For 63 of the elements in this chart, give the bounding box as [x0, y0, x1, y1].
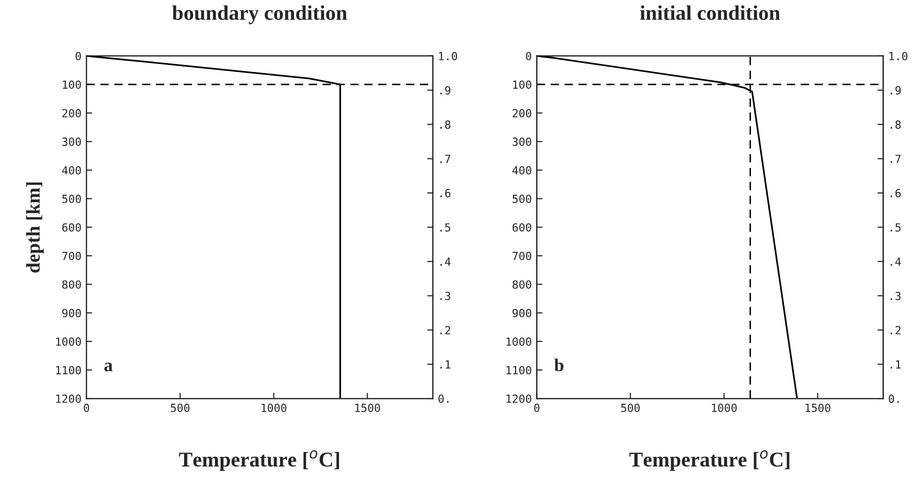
y2-tick-label: .4 — [890, 258, 901, 266]
y2-tick-label: .9 — [890, 86, 901, 95]
y-tick-label: 1000 — [56, 337, 81, 346]
chart-title: boundary condition — [172, 5, 348, 24]
y-tick-label: 800 — [512, 280, 532, 289]
y2-tick-label: .9 — [440, 86, 450, 95]
x-tick-label: 1500 — [355, 404, 380, 412]
y2-tick-label: .5 — [440, 223, 450, 232]
y2-tick-label: 0. — [888, 394, 899, 403]
x-axis-title: Temperature [$^{o}$C] — [629, 450, 790, 471]
y2-tick-label: 1.0 — [889, 52, 908, 60]
y-tick-label: 800 — [62, 280, 81, 289]
y-tick-label: 1000 — [506, 337, 532, 346]
y2-tick-label: .2 — [890, 326, 900, 334]
y2-tick-label: .8 — [890, 120, 901, 129]
y-tick-label: 600 — [512, 223, 532, 232]
x-tick-label: 0 — [84, 404, 90, 412]
y-tick-label: 500 — [512, 194, 532, 204]
y2-tick-label: .6 — [890, 188, 901, 198]
y2-tick-label: .3 — [890, 292, 901, 300]
y-tick-label: 900 — [512, 308, 532, 318]
y2-tick-label: .1 — [440, 360, 450, 369]
x-tick-label: 0 — [534, 404, 540, 412]
y-axis-title: depth [km] — [26, 182, 44, 273]
y-tick-label: 600 — [62, 223, 81, 232]
y2-tick-label: .5 — [890, 223, 901, 232]
y2-tick-label: .3 — [440, 292, 450, 300]
y-tick-label: 400 — [62, 166, 81, 175]
y2-tick-label: .7 — [890, 154, 901, 163]
x-axis-title: Temperature [$^{o}$C] — [179, 450, 340, 471]
x-tick-label: 1000 — [712, 404, 737, 412]
y-tick-label: 1200 — [506, 394, 532, 403]
y-tick-label: 1100 — [506, 366, 532, 374]
y2-tick-label: .8 — [440, 120, 450, 129]
y-tick-label: 0 — [526, 52, 532, 60]
y-tick-label: 300 — [512, 138, 532, 146]
y2-tick-label: 1.0 — [439, 52, 458, 60]
annotation: a — [104, 362, 113, 372]
chart-title: initial condition — [640, 5, 780, 20]
y-tick-label: 200 — [62, 109, 81, 118]
y-tick-label: 0 — [76, 52, 81, 60]
y-tick-label: 700 — [62, 252, 81, 260]
x-tick-label: 500 — [621, 404, 640, 412]
y-tick-label: 100 — [62, 80, 81, 89]
y-tick-label: 400 — [512, 166, 532, 175]
y2-tick-label: .2 — [440, 326, 450, 334]
y-tick-label: 300 — [62, 138, 81, 146]
y-tick-label: 500 — [62, 194, 81, 204]
y2-tick-label: .6 — [440, 188, 450, 198]
y-tick-label: 900 — [62, 308, 81, 318]
y-tick-label: 1100 — [56, 366, 81, 374]
y-tick-label: 100 — [513, 80, 532, 89]
y2-tick-label: .7 — [440, 154, 450, 163]
y2-tick-label: .1 — [890, 360, 901, 369]
x-tick-label: 1500 — [806, 404, 830, 412]
y-tick-label: 200 — [512, 109, 532, 118]
y2-tick-label: 0. — [438, 394, 448, 403]
x-tick-label: 1000 — [262, 404, 286, 412]
annotation: b — [554, 358, 564, 372]
y-tick-label: 1200 — [56, 394, 81, 403]
x-tick-label: 500 — [170, 404, 190, 412]
y2-tick-label: .4 — [440, 258, 451, 266]
y-tick-label: 700 — [512, 252, 532, 260]
